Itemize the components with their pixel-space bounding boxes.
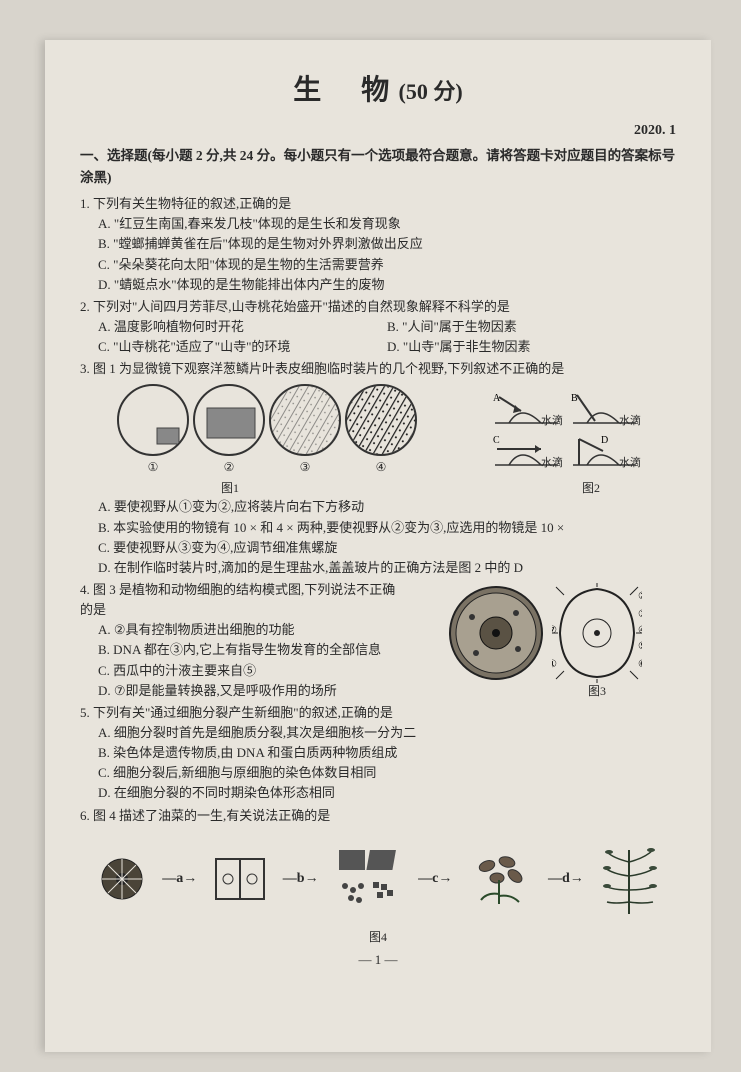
q2-stem: 2. 下列对"人间四月芳菲尽,山寺桃花始盛开"描述的自然现象解释不科学的是 xyxy=(80,297,676,317)
circle-2-label: ② xyxy=(193,458,265,476)
seed-icon xyxy=(97,854,147,904)
q5-opt-b: B. 染色体是遗传物质,由 DNA 和蛋白质两种物质组成 xyxy=(80,743,676,763)
circle-1-svg xyxy=(119,386,189,456)
circle-3 xyxy=(269,384,341,456)
question-3: 3. 图 1 为显微镜下观察洋葱鳞片叶表皮细胞临时装片的几个视野,下列叙述不正确… xyxy=(80,359,676,379)
circle-4-svg xyxy=(347,386,417,456)
question-4: ② ③ ④ ⑦ ⑤ ⑥ ① 4. 图 3 是植物和动物细胞的结构模式图,下列说法… xyxy=(80,580,676,701)
circle-4-wrap: ④ xyxy=(345,384,417,476)
drop-b: B 水滴 xyxy=(569,391,639,427)
drop-c-text: 水滴 xyxy=(541,455,563,472)
drop-c: C 水滴 xyxy=(491,433,561,469)
svg-text:D: D xyxy=(601,435,608,446)
svg-text:④: ④ xyxy=(638,625,642,636)
q3-opt-b: B. 本实验使用的物镜有 10 × 和 4 × 两种,要使视野从②变为③,应选用… xyxy=(80,518,676,538)
q1-stem: 1. 下列有关生物特征的叙述,正确的是 xyxy=(80,194,676,214)
svg-text:B: B xyxy=(571,393,578,404)
q1-opt-a: A. "红豆生南国,春来发几枝"体现的是生长和发育现象 xyxy=(80,214,676,234)
question-2: 2. 下列对"人间四月芳菲尽,山寺桃花始盛开"描述的自然现象解释不科学的是 A.… xyxy=(80,297,676,357)
drop-a-text: 水滴 xyxy=(541,413,563,430)
q1-opt-b: B. "螳螂捕蝉黄雀在后"体现的是生物对外界刺激做出反应 xyxy=(80,234,676,254)
svg-text:③: ③ xyxy=(638,609,642,620)
q2-opt-d: D. "山寺"属于非生物因素 xyxy=(387,337,676,357)
drop-row-2: C 水滴 D 水滴 xyxy=(491,433,639,469)
plant-icon xyxy=(599,842,659,916)
drop-d-text: 水滴 xyxy=(619,455,641,472)
page-number: — 1 — xyxy=(80,950,676,970)
drop-b-text: 水滴 xyxy=(619,413,641,430)
flower-icon xyxy=(467,846,533,912)
circle-4 xyxy=(345,384,417,456)
q2-opt-b: B. "人间"属于生物因素 xyxy=(387,317,676,337)
arrow-a: —a→ xyxy=(162,868,197,889)
svg-text:A: A xyxy=(493,393,501,404)
circle-2-wrap: ② xyxy=(193,384,265,476)
fig1-caption: 图1 xyxy=(80,479,380,497)
svg-text:②: ② xyxy=(638,591,642,602)
fig-captions-row: 图1 图2 xyxy=(80,477,676,497)
exam-page: 生 物 (50 分) 2020. 1 一、选择题(每小题 2 分,共 24 分。… xyxy=(45,40,711,1052)
plant-cell-svg xyxy=(446,583,546,683)
circle-3-label: ③ xyxy=(269,458,341,476)
drop-grid: A 水滴 B 水滴 xyxy=(491,391,639,469)
q1-opt-c: C. "朵朵葵花向太阳"体现的是生物的生活需要营养 xyxy=(80,255,676,275)
drop-row-1: A 水滴 B 水滴 xyxy=(491,391,639,427)
svg-text:⑤: ⑤ xyxy=(638,641,642,652)
fig3-caption: 图3 xyxy=(588,682,606,701)
arrow-b: —b→ xyxy=(283,868,319,889)
svg-text:⑥: ⑥ xyxy=(638,659,642,670)
q3-stem: 3. 图 1 为显微镜下观察洋葱鳞片叶表皮细胞临时装片的几个视野,下列叙述不正确… xyxy=(80,359,676,379)
q3-opt-c: C. 要使视野从③变为④,应调节细准焦螺旋 xyxy=(80,538,676,558)
svg-text:①: ① xyxy=(552,659,557,670)
q5-opt-d: D. 在细胞分裂的不同时期染色体形态相同 xyxy=(80,783,676,803)
title-row: 生 物 (50 分) xyxy=(80,70,676,112)
exam-date: 2020. 1 xyxy=(80,120,676,141)
animal-cell-svg: ② ③ ④ ⑦ ⑤ ⑥ ① xyxy=(552,583,642,683)
circle-1-wrap: ① xyxy=(117,384,189,476)
q5-opt-a: A. 细胞分裂时首先是细胞质分裂,其次是细胞核一分为二 xyxy=(80,723,676,743)
q3-opt-d: D. 在制作临时装片时,滴加的是生理盐水,盖盖玻片的正确方法是图 2 中的 D xyxy=(80,558,676,578)
q3-opt-a: A. 要使视野从①变为②,应将装片向右下方移动 xyxy=(80,497,676,517)
circle-1 xyxy=(117,384,189,456)
circle-2-svg xyxy=(195,386,265,456)
question-5: 5. 下列有关"通过细胞分裂产生新细胞"的叙述,正确的是 A. 细胞分裂时首先是… xyxy=(80,703,676,804)
title-main: 生 物 xyxy=(293,75,395,106)
svg-text:C: C xyxy=(493,435,500,446)
q6-stem: 6. 图 4 描述了油菜的一生,有关说法正确的是 xyxy=(80,806,676,826)
circle-2 xyxy=(193,384,265,456)
fig2-group: A 水滴 B 水滴 xyxy=(491,391,639,469)
cells-icon xyxy=(212,851,268,907)
q3-options: A. 要使视野从①变为②,应将装片向右下方移动 B. 本实验使用的物镜有 10 … xyxy=(80,497,676,578)
circle-1-label: ① xyxy=(117,458,189,476)
figure-row-1-2: ① ② xyxy=(80,385,676,475)
circle-4-label: ④ xyxy=(345,458,417,476)
q5-opt-c: C. 细胞分裂后,新细胞与原细胞的染色体数目相同 xyxy=(80,763,676,783)
fig4-caption: 图4 xyxy=(80,928,676,946)
question-1: 1. 下列有关生物特征的叙述,正确的是 A. "红豆生南国,春来发几枝"体现的是… xyxy=(80,194,676,295)
q2-row2: C. "山寺桃花"适应了"山寺"的环境 D. "山寺"属于非生物因素 xyxy=(80,337,676,357)
title-sub: (50 分) xyxy=(399,79,463,104)
fig1-group: ① ② xyxy=(117,384,417,476)
q2-opt-c: C. "山寺桃花"适应了"山寺"的环境 xyxy=(98,337,387,357)
tissues-icon xyxy=(333,844,403,914)
question-6: 6. 图 4 描述了油菜的一生,有关说法正确的是 xyxy=(80,806,676,826)
fig4-row: —a→ —b→ —c→ —d→ xyxy=(90,834,666,924)
circle-3-svg xyxy=(271,386,341,456)
circle-3-wrap: ③ xyxy=(269,384,341,476)
arrow-c: —c→ xyxy=(418,868,452,889)
drop-a: A 水滴 xyxy=(491,391,561,427)
arrow-d: —d→ xyxy=(548,868,584,889)
fig3-group: ② ③ ④ ⑦ ⑤ ⑥ ① xyxy=(446,580,676,685)
drop-d: D 水滴 xyxy=(569,433,639,469)
svg-text:⑦: ⑦ xyxy=(552,625,557,636)
q2-row1: A. 温度影响植物何时开花 B. "人间"属于生物因素 xyxy=(80,317,676,337)
q5-stem: 5. 下列有关"通过细胞分裂产生新细胞"的叙述,正确的是 xyxy=(80,703,676,723)
section-instruction: 一、选择题(每小题 2 分,共 24 分。每小题只有一个选项最符合题意。请将答题… xyxy=(80,145,676,188)
q2-opt-a: A. 温度影响植物何时开花 xyxy=(98,317,387,337)
q1-opt-d: D. "蜻蜓点水"体现的是生物能排出体内产生的废物 xyxy=(80,275,676,295)
fig2-caption: 图2 xyxy=(506,479,676,497)
